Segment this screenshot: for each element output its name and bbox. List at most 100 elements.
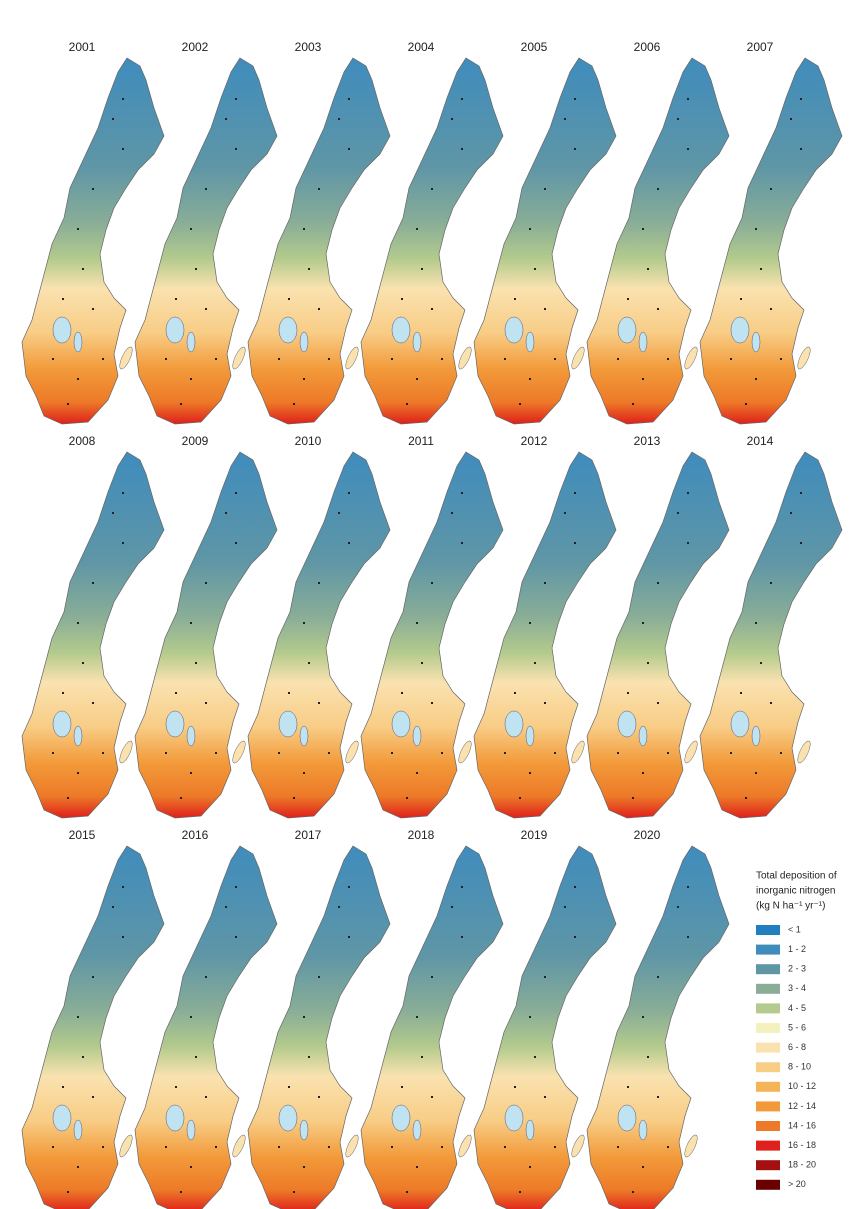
station: [544, 582, 546, 584]
station: [647, 1056, 649, 1058]
station: [687, 542, 689, 544]
station: [632, 797, 634, 799]
station: [544, 1096, 546, 1098]
station: [416, 622, 418, 624]
station: [617, 1146, 619, 1148]
station: [215, 1146, 217, 1148]
year-label: 2008: [69, 434, 96, 448]
lake: [638, 1119, 648, 1141]
station: [391, 1146, 393, 1148]
station: [544, 308, 546, 310]
station: [92, 308, 94, 310]
station: [92, 702, 94, 704]
sweden-map: [21, 845, 165, 1209]
station: [574, 542, 576, 544]
station: [441, 1146, 443, 1148]
lake: [525, 331, 535, 353]
lake: [278, 1104, 298, 1132]
lake: [751, 331, 761, 353]
station: [564, 512, 566, 514]
station: [677, 512, 679, 514]
sweden-map: [360, 845, 504, 1209]
station: [180, 797, 182, 799]
station: [122, 542, 124, 544]
station: [800, 492, 802, 494]
year-label: 2016: [182, 828, 209, 842]
island: [684, 1134, 698, 1158]
station: [235, 148, 237, 150]
station: [308, 268, 310, 270]
lake: [504, 316, 524, 344]
station: [92, 582, 94, 584]
station: [348, 98, 350, 100]
station: [52, 1146, 54, 1148]
station: [92, 188, 94, 190]
station: [800, 98, 802, 100]
station: [416, 228, 418, 230]
station: [205, 582, 207, 584]
legend-swatch: [756, 983, 780, 994]
station: [770, 582, 772, 584]
lake: [73, 331, 83, 353]
station: [642, 228, 644, 230]
sweden-map: [21, 451, 165, 819]
station: [205, 702, 207, 704]
island: [232, 740, 246, 764]
station: [627, 692, 629, 694]
station: [431, 582, 433, 584]
legend-label: 5 - 6: [788, 1022, 806, 1032]
lake: [638, 331, 648, 353]
lake: [278, 316, 298, 344]
station: [770, 308, 772, 310]
station: [338, 118, 340, 120]
year-label: 2001: [69, 40, 96, 54]
station: [288, 1086, 290, 1088]
station: [52, 358, 54, 360]
station: [617, 752, 619, 754]
station: [122, 492, 124, 494]
station: [416, 1166, 418, 1168]
station: [642, 1166, 644, 1168]
legend-swatch: [756, 1121, 780, 1131]
lake: [391, 710, 411, 738]
legend-swatch: [756, 1062, 780, 1073]
station: [180, 1191, 182, 1193]
legend-label: < 1: [788, 924, 801, 934]
lake: [617, 316, 637, 344]
station: [195, 1056, 197, 1058]
year-label: 2012: [521, 434, 548, 448]
station: [740, 298, 742, 300]
station: [617, 358, 619, 360]
island: [571, 1134, 585, 1158]
station: [800, 542, 802, 544]
lake: [504, 710, 524, 738]
lake: [165, 316, 185, 344]
station: [175, 1086, 177, 1088]
station: [504, 358, 506, 360]
station: [328, 1146, 330, 1148]
station: [544, 702, 546, 704]
station: [278, 752, 280, 754]
station: [52, 752, 54, 754]
station: [308, 1056, 310, 1058]
legend-label: 12 - 14: [788, 1101, 816, 1111]
station: [687, 98, 689, 100]
year-label: 2011: [408, 434, 434, 448]
station: [451, 906, 453, 908]
legend-swatch: [756, 1003, 780, 1014]
station: [431, 188, 433, 190]
station: [92, 1096, 94, 1098]
station: [318, 582, 320, 584]
station: [529, 1016, 531, 1018]
station: [534, 662, 536, 664]
station: [190, 1166, 192, 1168]
station: [318, 1096, 320, 1098]
island: [684, 346, 698, 370]
station: [755, 228, 757, 230]
island: [345, 346, 359, 370]
station: [278, 358, 280, 360]
station: [303, 622, 305, 624]
legend-title: (kg N ha⁻¹ yr⁻¹): [756, 901, 825, 912]
sweden-map: [699, 451, 843, 819]
station: [122, 936, 124, 938]
